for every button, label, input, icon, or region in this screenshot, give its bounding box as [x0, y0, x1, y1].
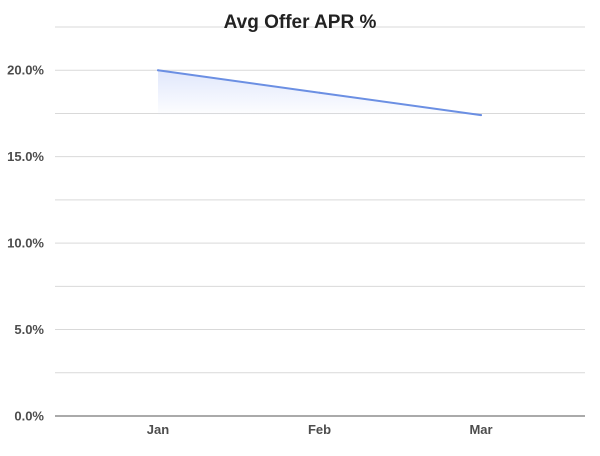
grid-lines [55, 26, 585, 417]
data-point-feb [318, 91, 321, 94]
x-tick-label: Jan [147, 422, 169, 437]
y-tick-label: 10.0% [7, 236, 44, 251]
data-point-mar [480, 114, 482, 117]
y-tick-label: 0.0% [14, 409, 44, 424]
y-tick-label: 5.0% [14, 322, 44, 337]
chart-title: Avg Offer APR % [223, 12, 377, 33]
x-tick-label: Mar [469, 422, 492, 437]
x-axis-tick-labels: Jan Feb Mar [147, 422, 493, 437]
y-axis-tick-labels: 0.0% 5.0% 10.0% 15.0% 20.0% [7, 63, 44, 424]
x-tick-label: Feb [308, 422, 331, 437]
data-point-jan [157, 69, 159, 72]
line-series [157, 69, 482, 117]
y-tick-label: 20.0% [7, 63, 44, 78]
y-tick-label: 15.0% [7, 149, 44, 164]
